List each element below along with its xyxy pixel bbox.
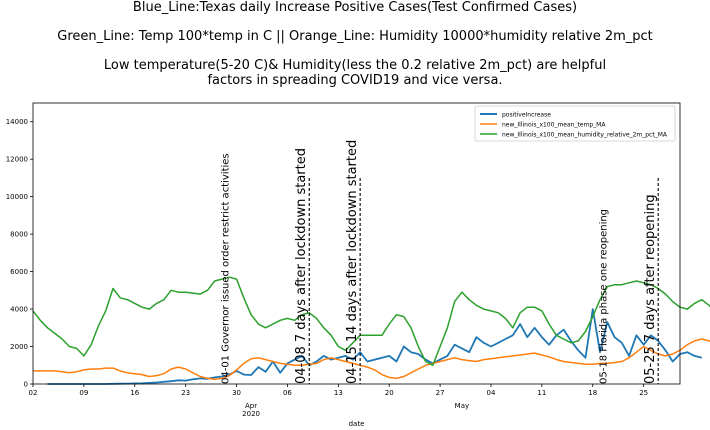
- x-tick-label-42: 13: [334, 389, 343, 397]
- annotation-label-2: 04-15 14 days after lockdown started: [345, 140, 360, 384]
- y-tick-label-4000: 4000: [10, 306, 28, 314]
- x-tick-label-14: 16: [130, 389, 139, 397]
- x-tick-label-35: 06: [283, 389, 292, 397]
- y-tick-label-10000: 10000: [6, 193, 28, 201]
- series-line-positiveIncrease: [47, 308, 703, 385]
- x-tick-label-0: 02: [29, 389, 38, 397]
- series-line-new_Illinois_x100_mean_humidity_relative_2m_pct_MA: [32, 276, 710, 367]
- legend-label-2: new_Illinois_x100_mean_humidity_relative…: [502, 132, 668, 139]
- x-tick-label-77: 18: [588, 389, 597, 397]
- x-tick-label-28: 30: [232, 389, 241, 397]
- y-tick-label-14000: 14000: [6, 118, 28, 126]
- title-line-1: Blue_Line:Texas daily Increase Positive …: [132, 0, 578, 15]
- annotation-label-1: 04-08 7 days after lockdown started: [294, 148, 309, 384]
- y-tick-label-6000: 6000: [10, 268, 28, 276]
- x-tick-label-63: 04: [487, 389, 496, 397]
- title-line-2: Green_Line: Temp 100*temp in C || Orange…: [57, 29, 653, 44]
- x-axis-label: date: [349, 420, 365, 428]
- plot-frame: [32, 102, 681, 385]
- month-label-0: Apr: [245, 402, 257, 410]
- title-line-4: factors in spreading COVID19 and vice ve…: [207, 73, 503, 88]
- y-tick-label-2000: 2000: [10, 343, 28, 351]
- x-tick-label-84: 25: [639, 389, 648, 397]
- legend-label-1: new_Illinois_x100_mean_temp_MA: [502, 122, 606, 129]
- annotation-label-0: 04-01 Governor issued order restrict act…: [220, 153, 231, 384]
- y-tick-label-0: 0: [24, 381, 28, 389]
- legend-label-0: positiveIncrease: [502, 112, 551, 119]
- y-tick-label-8000: 8000: [10, 231, 28, 239]
- x-tick-label-49: 20: [385, 389, 394, 397]
- x-tick-label-56: 27: [436, 389, 445, 397]
- annotation-label-4: 05-25 7 days after reopening: [643, 194, 658, 384]
- x-tick-label-70: 11: [537, 389, 546, 397]
- series-line-new_Illinois_x100_mean_temp_MA: [33, 338, 710, 381]
- title-line-3: Low temperature(5-20 C)& Humidity(less t…: [103, 58, 607, 73]
- month-label-2: May: [455, 402, 469, 410]
- x-tick-label-7: 09: [79, 389, 88, 397]
- x-tick-label-21: 23: [181, 389, 190, 397]
- annotation-label-3: 05-18 Florida phase one reopening: [598, 209, 609, 384]
- y-tick-label-12000: 12000: [6, 156, 28, 164]
- month-label-1: 2020: [242, 410, 260, 418]
- legend-box: [474, 105, 676, 142]
